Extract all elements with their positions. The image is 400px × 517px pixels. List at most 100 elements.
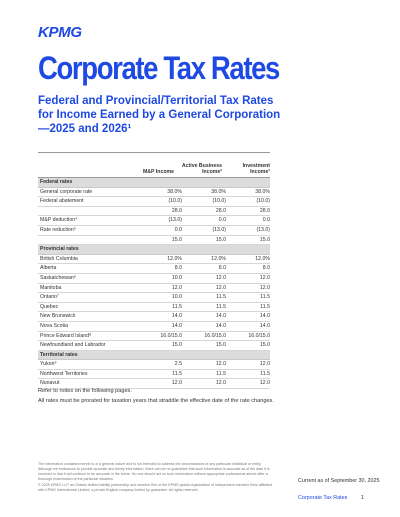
table-row: Ontario⁷ 10.0 11.5 11.5 [38, 293, 270, 303]
row-label: General corporate rate [40, 188, 93, 195]
rate-cell: 14.0 [215, 313, 226, 320]
rate-cell: 11.5 [172, 370, 182, 377]
table-header: M&P Income Active Business Income² Inves… [38, 152, 270, 178]
page-subtitle: Federal and Provincial/Territorial Tax R… [38, 95, 281, 135]
rate-cell: 11.5 [260, 303, 270, 310]
rate-cell: 8.0 [174, 265, 182, 272]
rate-cell: 0.0 [218, 217, 226, 224]
rate-cell: 0.0 [174, 226, 182, 233]
disclaimer-general: The information contained herein is of a… [38, 462, 270, 481]
row-label: Northwest Territories [40, 370, 88, 377]
subtotal-row: 15.0 15.0 15.0 [38, 236, 270, 246]
table-row: British Columbia 12.0% 12.0% 12.0% [38, 255, 270, 265]
rate-cell: 14.0 [171, 322, 182, 329]
column-header-investment-income: Investment Income³ [242, 163, 270, 175]
rate-cell: (13.0) [256, 226, 270, 233]
rate-cell: 2.5 [174, 361, 182, 368]
rate-cell: 12.0% [167, 255, 182, 262]
rate-cell: 14.0 [259, 322, 270, 329]
rate-cell: 11.5 [216, 303, 226, 310]
rate-cell: 11.5 [260, 294, 270, 301]
row-label: Prince Edward Island⁸ [40, 332, 92, 339]
rate-cell: 12.0 [215, 380, 226, 387]
footer-doc-name: Corporate Tax Rates [298, 495, 348, 501]
row-label: New Brunswick [40, 313, 76, 320]
table-row: M&P deduction⁴ (13.0) 0.0 0.0 [38, 216, 270, 226]
rate-cell: 15.0 [259, 236, 270, 243]
rate-cell: 11.5 [216, 294, 226, 301]
rate-cell: 12.0 [215, 361, 226, 368]
rate-cell: 14.0 [215, 322, 226, 329]
rate-cell: 12.0 [171, 380, 182, 387]
rate-cell: (13.0) [168, 217, 182, 224]
rate-cell: 12.0 [259, 284, 270, 291]
rate-cell: (10.0) [168, 198, 182, 205]
kpmg-logo: KPMG [38, 24, 82, 41]
row-label: Manitoba [40, 284, 62, 291]
rate-cell: 12.0% [255, 255, 270, 262]
rate-cell: 28.0 [215, 207, 226, 214]
rate-cell: 15.0 [259, 342, 270, 349]
row-label: Ontario⁷ [40, 294, 59, 301]
rate-cell: 15.0 [171, 342, 182, 349]
row-label: Newfoundland and Labrador [40, 342, 106, 349]
rate-cell: 16.0/15.0 [160, 332, 182, 339]
column-header-active-business-income: Active Business Income² [181, 163, 222, 175]
table-row: New Brunswick 14.0 14.0 14.0 [38, 312, 270, 322]
disclaimer: The information contained herein is of a… [38, 462, 276, 494]
rate-cell: 38.0% [255, 188, 270, 195]
rate-cell: 10.0 [171, 274, 182, 281]
rate-cell: 10.0 [171, 294, 182, 301]
disclaimer-copyright: © 2025 KPMG LLP, an Ontario limited liab… [38, 483, 273, 492]
rate-cell: 28.0 [259, 207, 270, 214]
table-row: Federal abatement (10.0) (10.0) (10.0) [38, 197, 270, 207]
table-row: Yukon⁹ 2.5 12.0 12.0 [38, 360, 270, 370]
rate-cell: 0.0 [262, 217, 270, 224]
current-as-of: Current as of September 30, 2025 [298, 478, 380, 484]
rate-cell: 15.0 [171, 236, 182, 243]
table-body: Federal rates General corporate rate 38.0%… [38, 178, 270, 390]
row-label: Alberta [40, 265, 57, 272]
rate-cell: 16.0/15.0 [248, 332, 270, 339]
section-header: Provincial rates [38, 245, 270, 255]
row-label: Federal abatement [40, 198, 84, 205]
rate-cell: (10.0) [212, 198, 226, 205]
rate-cell: 11.5 [216, 370, 226, 377]
notes-prorated: All rates must be prorated for taxation … [38, 398, 274, 404]
table-row: Northwest Territories 11.5 11.5 11.5 [38, 370, 270, 380]
rate-cell: 12.0% [211, 255, 226, 262]
notes: Refer to notes on the following pages. A… [38, 388, 278, 408]
rate-cell: 12.0 [215, 274, 226, 281]
row-label [38, 207, 138, 216]
page-footer: Corporate Tax Rates 1 [298, 495, 364, 501]
rate-cell: 14.0 [259, 313, 270, 320]
rate-cell: 8.0 [262, 265, 270, 272]
page-title: Corporate Tax Rates [38, 50, 280, 86]
rate-cell: 16.0/15.0 [204, 332, 226, 339]
row-label: Nunavut [40, 380, 60, 387]
rate-cell: (10.0) [256, 198, 270, 205]
rate-cell: (13.0) [212, 226, 226, 233]
rate-cell: 12.0 [171, 284, 182, 291]
rate-cell: 38.0% [211, 188, 226, 195]
row-label: British Columbia [40, 255, 78, 262]
table-row: Prince Edward Island⁸ 16.0/15.0 16.0/15.0 1… [38, 332, 270, 342]
table-row: Nunavut 12.0 12.0 12.0 [38, 379, 270, 390]
subtotal-row: 28.0 28.0 28.0 [38, 207, 270, 217]
table-row: Alberta 8.0 8.0 8.0 [38, 264, 270, 274]
column-header-mp-income: M&P Income [142, 169, 174, 175]
rate-cell: 12.0 [259, 274, 270, 281]
row-label [38, 236, 138, 245]
table-row: Manitoba 12.0 12.0 12.0 [38, 284, 270, 294]
rate-cell: 12.0 [215, 284, 226, 291]
rate-cell: 12.0 [259, 380, 270, 387]
rate-cell: 38.0% [167, 188, 182, 195]
section-header: Federal rates [38, 178, 270, 188]
rate-cell: 11.5 [172, 303, 182, 310]
rate-cell: 15.0 [215, 236, 226, 243]
row-label: Rate reduction⁵ [40, 226, 76, 233]
rate-cell: 11.5 [260, 370, 270, 377]
rate-cell: 12.0 [259, 361, 270, 368]
table-row: Nova Scotia 14.0 14.0 14.0 [38, 322, 270, 332]
rate-cell: 14.0 [171, 313, 182, 320]
